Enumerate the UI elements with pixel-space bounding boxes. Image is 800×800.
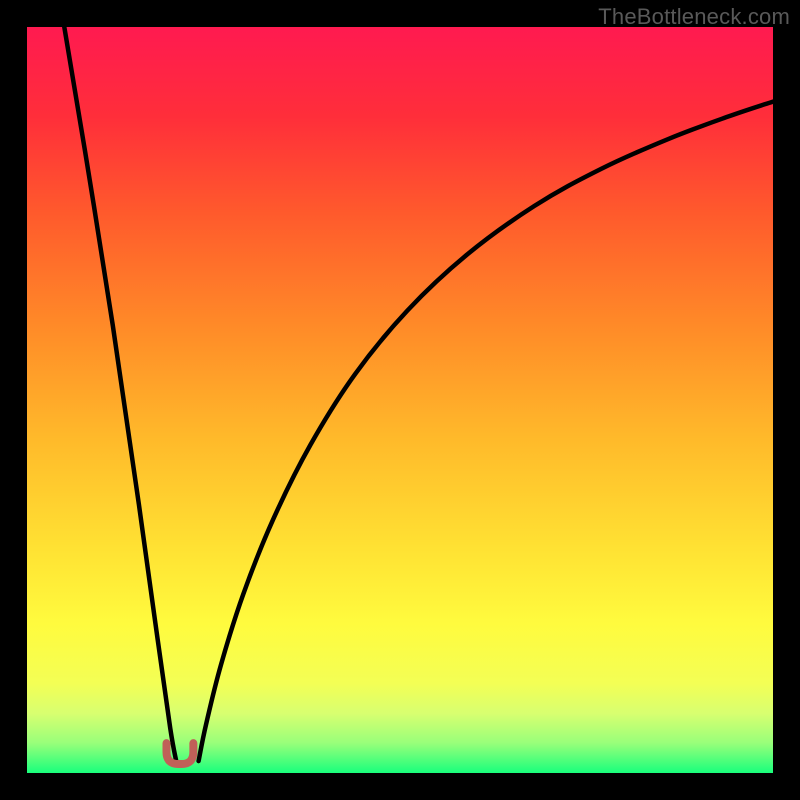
- right-curve: [199, 102, 773, 761]
- trough-marker: [167, 743, 194, 764]
- curve-layer: [27, 27, 773, 773]
- plot-area: [27, 27, 773, 773]
- left-curve: [64, 27, 176, 761]
- chart-frame: TheBottleneck.com: [0, 0, 800, 800]
- watermark-text: TheBottleneck.com: [598, 4, 790, 30]
